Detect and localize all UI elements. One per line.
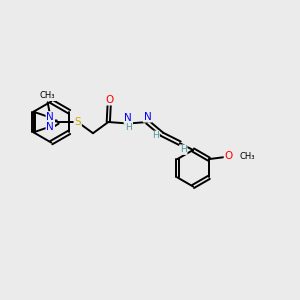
Text: O: O: [105, 94, 113, 105]
Text: H: H: [152, 131, 159, 140]
Text: CH₃: CH₃: [40, 91, 56, 100]
Text: H: H: [125, 123, 132, 132]
Text: CH₃: CH₃: [239, 152, 255, 161]
Text: N: N: [124, 113, 132, 123]
Text: N: N: [144, 112, 151, 122]
Text: O: O: [224, 152, 233, 161]
Text: S: S: [74, 117, 81, 127]
Text: N: N: [46, 122, 54, 132]
Text: H: H: [180, 145, 187, 154]
Text: N: N: [46, 112, 54, 122]
